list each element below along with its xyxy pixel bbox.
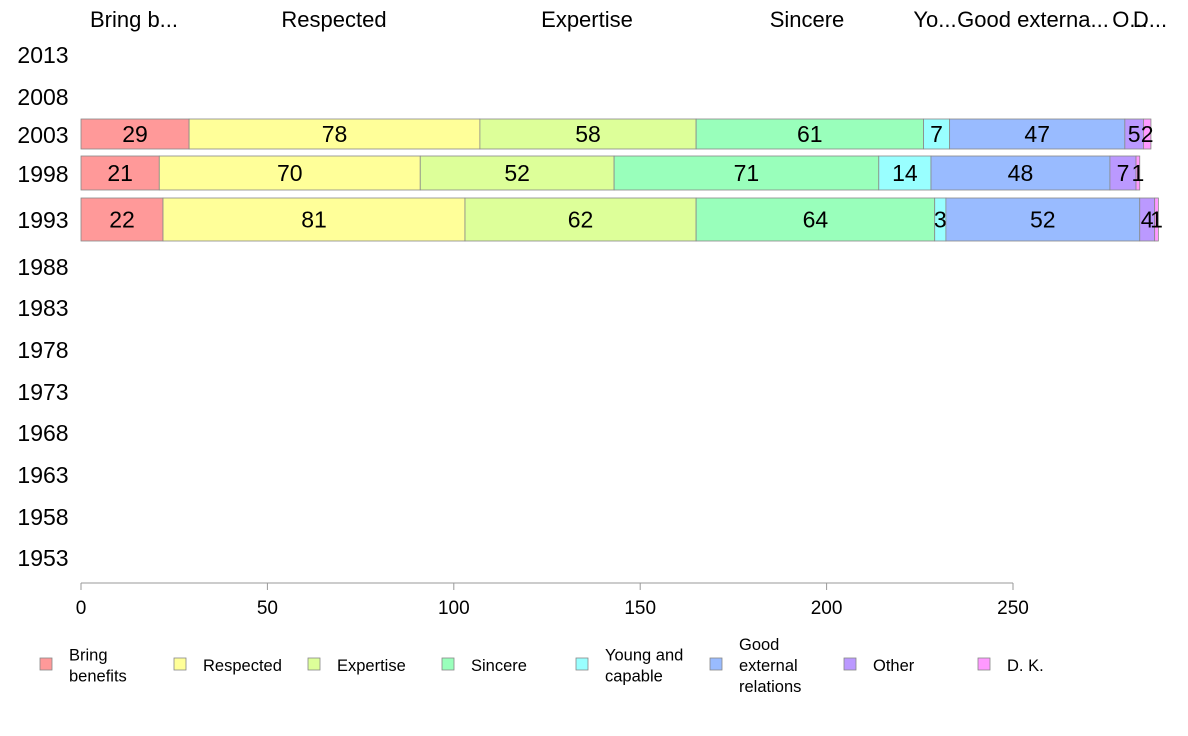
data-label-1998-7: 1 [1131,160,1144,186]
bar-segment-1998-3 [613,155,880,191]
data-label-2003-7: 2 [1141,121,1154,147]
bar-segment-2003-4 [923,118,951,150]
data-label-1993-3: 64 [803,207,829,233]
bar-segment-1998-6 [1109,155,1137,191]
top-category-label: Expertise [541,7,633,32]
legend-label-4-0: Young and [605,647,683,665]
y-tick-label-1973: 1973 [17,379,68,405]
bar-segment-1998-5 [930,155,1111,191]
top-category-label: Sincere [770,7,845,32]
data-label-1993-4: 3 [934,207,947,233]
x-tick-label-0: 0 [76,598,87,619]
top-category-label: D... [1133,7,1167,32]
x-tick-label-50: 50 [257,598,278,619]
data-label-1998-3: 71 [734,160,760,186]
data-label-1998-4: 14 [892,160,918,186]
bar-segment-1993-5 [945,197,1141,242]
bar-segment-2003-7 [1143,118,1152,150]
bar-segment-2003-3 [695,118,924,150]
data-label-1998-1: 70 [277,160,303,186]
top-category-label: Bring b... [90,7,178,32]
legend-label-3-0: Sincere [471,657,527,675]
data-label-1993-1: 81 [301,207,327,233]
legend-swatch-0 [39,657,53,671]
legend-swatch-1 [173,657,187,671]
bar-segment-1993-2 [464,197,697,242]
bar-segment-1993-1 [162,197,466,242]
top-category-label: Yo... [913,7,956,32]
bar-segment-1993-0 [80,197,164,242]
data-label-1998-5: 48 [1008,160,1034,186]
data-label-2003-2: 58 [575,121,601,147]
data-label-1993-6: 4 [1141,207,1154,233]
top-category-label: Respected [281,7,386,32]
x-tick-label-200: 200 [811,598,843,619]
y-tick-label-1968: 1968 [17,420,68,446]
legend-label-5-0: Good [739,636,779,654]
y-tick-label-2003: 2003 [17,122,68,148]
bar-segment-2003-5 [949,118,1126,150]
y-tick-label-1993: 1993 [17,207,68,233]
data-label-1998-6: 7 [1117,160,1130,186]
legend-swatch-7 [977,657,991,671]
y-tick-label-1978: 1978 [17,337,68,363]
legend-swatch-5 [709,657,723,671]
y-tick-label-2008: 2008 [17,84,68,110]
legend-label-6-0: Other [873,657,915,675]
bar-segment-1998-0 [80,155,160,191]
y-tick-label-1983: 1983 [17,295,68,321]
y-tick-label-1953: 1953 [17,545,68,571]
legend-label-0-0: Bring [69,647,108,665]
data-label-1998-0: 21 [107,160,133,186]
legend-label-7-0: D. K. [1007,657,1044,675]
top-category-label: O... [1112,7,1147,32]
top-category-label: Good externa... [957,7,1109,32]
bar-segment-1993-7 [1154,197,1159,242]
legend-label-0-1: benefits [69,668,127,686]
y-tick-label-1998: 1998 [17,161,68,187]
data-label-2003-6: 5 [1128,121,1141,147]
bar-segment-1993-3 [695,197,936,242]
data-label-1993-2: 62 [568,207,594,233]
data-label-2003-4: 7 [930,121,943,147]
legend-label-4-1: capable [605,668,663,686]
y-tick-label-1963: 1963 [17,462,68,488]
data-label-2003-1: 78 [322,121,348,147]
x-tick-label-100: 100 [438,598,470,619]
data-label-1998-2: 52 [504,160,530,186]
data-label-2003-0: 29 [122,121,148,147]
legend-swatch-4 [575,657,589,671]
y-tick-label-2013: 2013 [17,42,68,68]
legend-label-2-0: Expertise [337,657,406,675]
x-tick-label-150: 150 [624,598,656,619]
bar-segment-1998-1 [158,155,421,191]
bar-segment-1998-7 [1135,155,1141,191]
data-label-1993-5: 52 [1030,207,1056,233]
bar-segment-1998-4 [878,155,932,191]
legend-swatch-2 [307,657,321,671]
data-label-1993-0: 22 [109,207,135,233]
legend-label-5-2: relations [739,678,801,696]
legend-label-1-0: Respected [203,657,282,675]
x-tick-label-250: 250 [997,598,1029,619]
y-tick-label-1958: 1958 [17,504,68,530]
legend-swatch-3 [441,657,455,671]
data-label-1993-7: 1 [1150,207,1163,233]
y-tick-label-1988: 1988 [17,254,68,280]
data-label-2003-3: 61 [797,121,823,147]
legend-swatch-6 [843,657,857,671]
legend-label-5-1: external [739,657,798,675]
data-label-2003-5: 47 [1024,121,1050,147]
